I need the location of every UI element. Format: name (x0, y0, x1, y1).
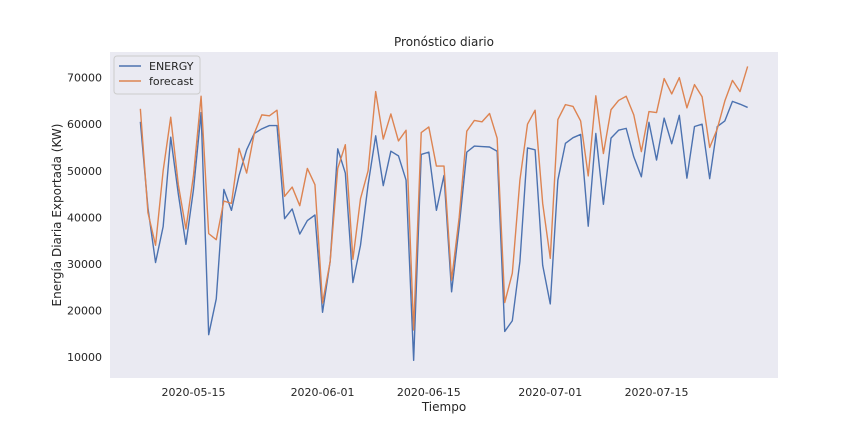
y-tick-label: 30000 (67, 258, 102, 271)
y-tick-label: 10000 (67, 351, 102, 364)
y-tick-label: 70000 (67, 72, 102, 85)
y-tick-label: 40000 (67, 211, 102, 224)
y-tick-label: 20000 (67, 304, 102, 317)
y-axis-ticks: 10000 20000 30000 40000 50000 60000 70000 (67, 72, 102, 364)
chart-title: Pronóstico diario (394, 35, 494, 49)
legend: ENERGY forecast (113, 55, 201, 95)
legend-label-forecast: forecast (149, 75, 194, 88)
x-tick-label: 2020-06-01 (291, 386, 355, 399)
x-tick-label: 2020-07-15 (625, 386, 689, 399)
x-axis-ticks: 2020-05-15 2020-06-01 2020-06-15 2020-07-01… (162, 386, 689, 399)
y-tick-label: 50000 (67, 165, 102, 178)
x-tick-label: 2020-07-01 (518, 386, 582, 399)
x-axis-label: Tiempo (421, 400, 466, 414)
legend-label-energy: ENERGY (149, 60, 194, 73)
x-tick-label: 2020-05-15 (162, 386, 226, 399)
series-lines (139, 66, 749, 361)
x-tick-label: 2020-06-15 (397, 386, 461, 399)
y-tick-label: 60000 (67, 118, 102, 131)
y-axis-label: Energía Diaria Exportada (KW) (50, 124, 64, 307)
series-line-forecast (139, 66, 749, 331)
